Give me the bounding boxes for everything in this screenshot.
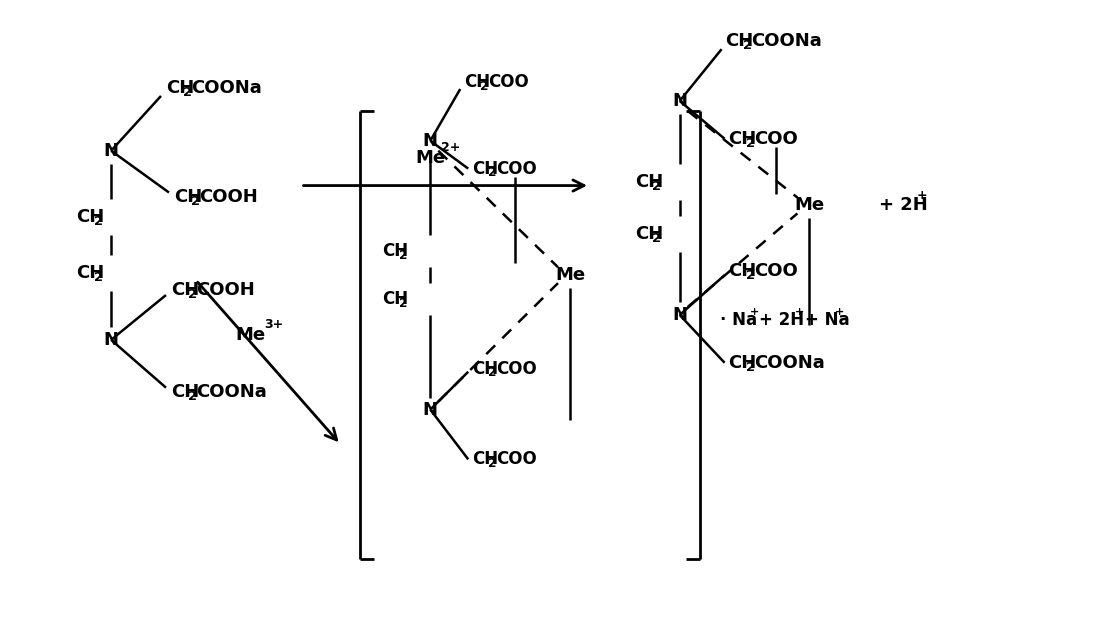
Text: 2: 2 (488, 366, 497, 379)
Text: COONa: COONa (754, 354, 824, 372)
Text: COOH: COOH (199, 187, 258, 205)
Text: COO: COO (496, 450, 537, 468)
Text: 2: 2 (188, 389, 197, 402)
Text: CH: CH (635, 225, 663, 243)
Text: 2: 2 (488, 166, 497, 179)
Text: CH: CH (170, 383, 199, 401)
Text: 2: 2 (653, 180, 662, 193)
Text: +: + (794, 307, 803, 317)
Text: 2: 2 (746, 137, 755, 150)
Text: CH: CH (174, 187, 203, 205)
Text: COONa: COONa (751, 32, 822, 50)
Text: N: N (104, 142, 118, 160)
Text: COO: COO (754, 130, 798, 148)
Text: 2: 2 (399, 249, 407, 262)
Text: CH: CH (465, 73, 490, 91)
Text: CH: CH (166, 79, 194, 97)
Text: Me: Me (794, 197, 824, 215)
Text: COO: COO (754, 262, 798, 280)
Text: 2: 2 (188, 288, 197, 301)
Text: 2: 2 (653, 232, 662, 245)
Text: +: + (750, 307, 759, 317)
Text: CH: CH (725, 32, 754, 50)
Text: 2: 2 (746, 361, 755, 374)
Text: Me: Me (236, 326, 266, 344)
Text: + 2H: + 2H (879, 197, 928, 215)
Text: CH: CH (170, 281, 199, 299)
Text: N: N (104, 331, 118, 349)
Text: +: + (917, 189, 928, 202)
Text: Me: Me (555, 266, 585, 284)
Text: 2: 2 (94, 271, 102, 284)
Text: COONa: COONa (196, 383, 267, 401)
Text: COO: COO (496, 159, 537, 178)
Text: 2: 2 (488, 457, 497, 470)
Text: CH: CH (729, 354, 756, 372)
Text: 3+: 3+ (264, 319, 283, 332)
Text: 2: 2 (480, 80, 489, 93)
Text: + Na: + Na (805, 311, 850, 329)
Text: N: N (423, 132, 438, 150)
Text: COO: COO (496, 360, 537, 378)
Text: 2: 2 (743, 39, 752, 52)
Text: CH: CH (472, 360, 498, 378)
Text: 2: 2 (192, 195, 201, 208)
Text: 2: 2 (399, 297, 407, 310)
Text: + 2H: + 2H (760, 311, 804, 329)
Text: 2: 2 (184, 86, 193, 99)
Text: N: N (423, 401, 438, 419)
Text: COOH: COOH (196, 281, 255, 299)
Text: 2: 2 (94, 215, 102, 228)
Text: Me: Me (416, 149, 446, 167)
Text: N: N (672, 306, 687, 324)
Text: · Na: · Na (720, 311, 756, 329)
Text: CH: CH (472, 159, 498, 178)
Text: CH: CH (729, 130, 756, 148)
Text: CH: CH (382, 290, 409, 308)
Text: CH: CH (76, 264, 105, 282)
Text: N: N (672, 92, 687, 110)
Text: COONa: COONa (192, 79, 262, 97)
Text: CH: CH (729, 262, 756, 280)
Text: 2+: 2+ (441, 141, 461, 154)
Text: COO: COO (488, 73, 528, 91)
Text: CH: CH (382, 242, 409, 260)
Text: CH: CH (76, 208, 105, 226)
Text: CH: CH (472, 450, 498, 468)
Text: 2: 2 (746, 269, 755, 282)
Text: CH: CH (635, 173, 663, 191)
Text: +: + (836, 307, 844, 317)
